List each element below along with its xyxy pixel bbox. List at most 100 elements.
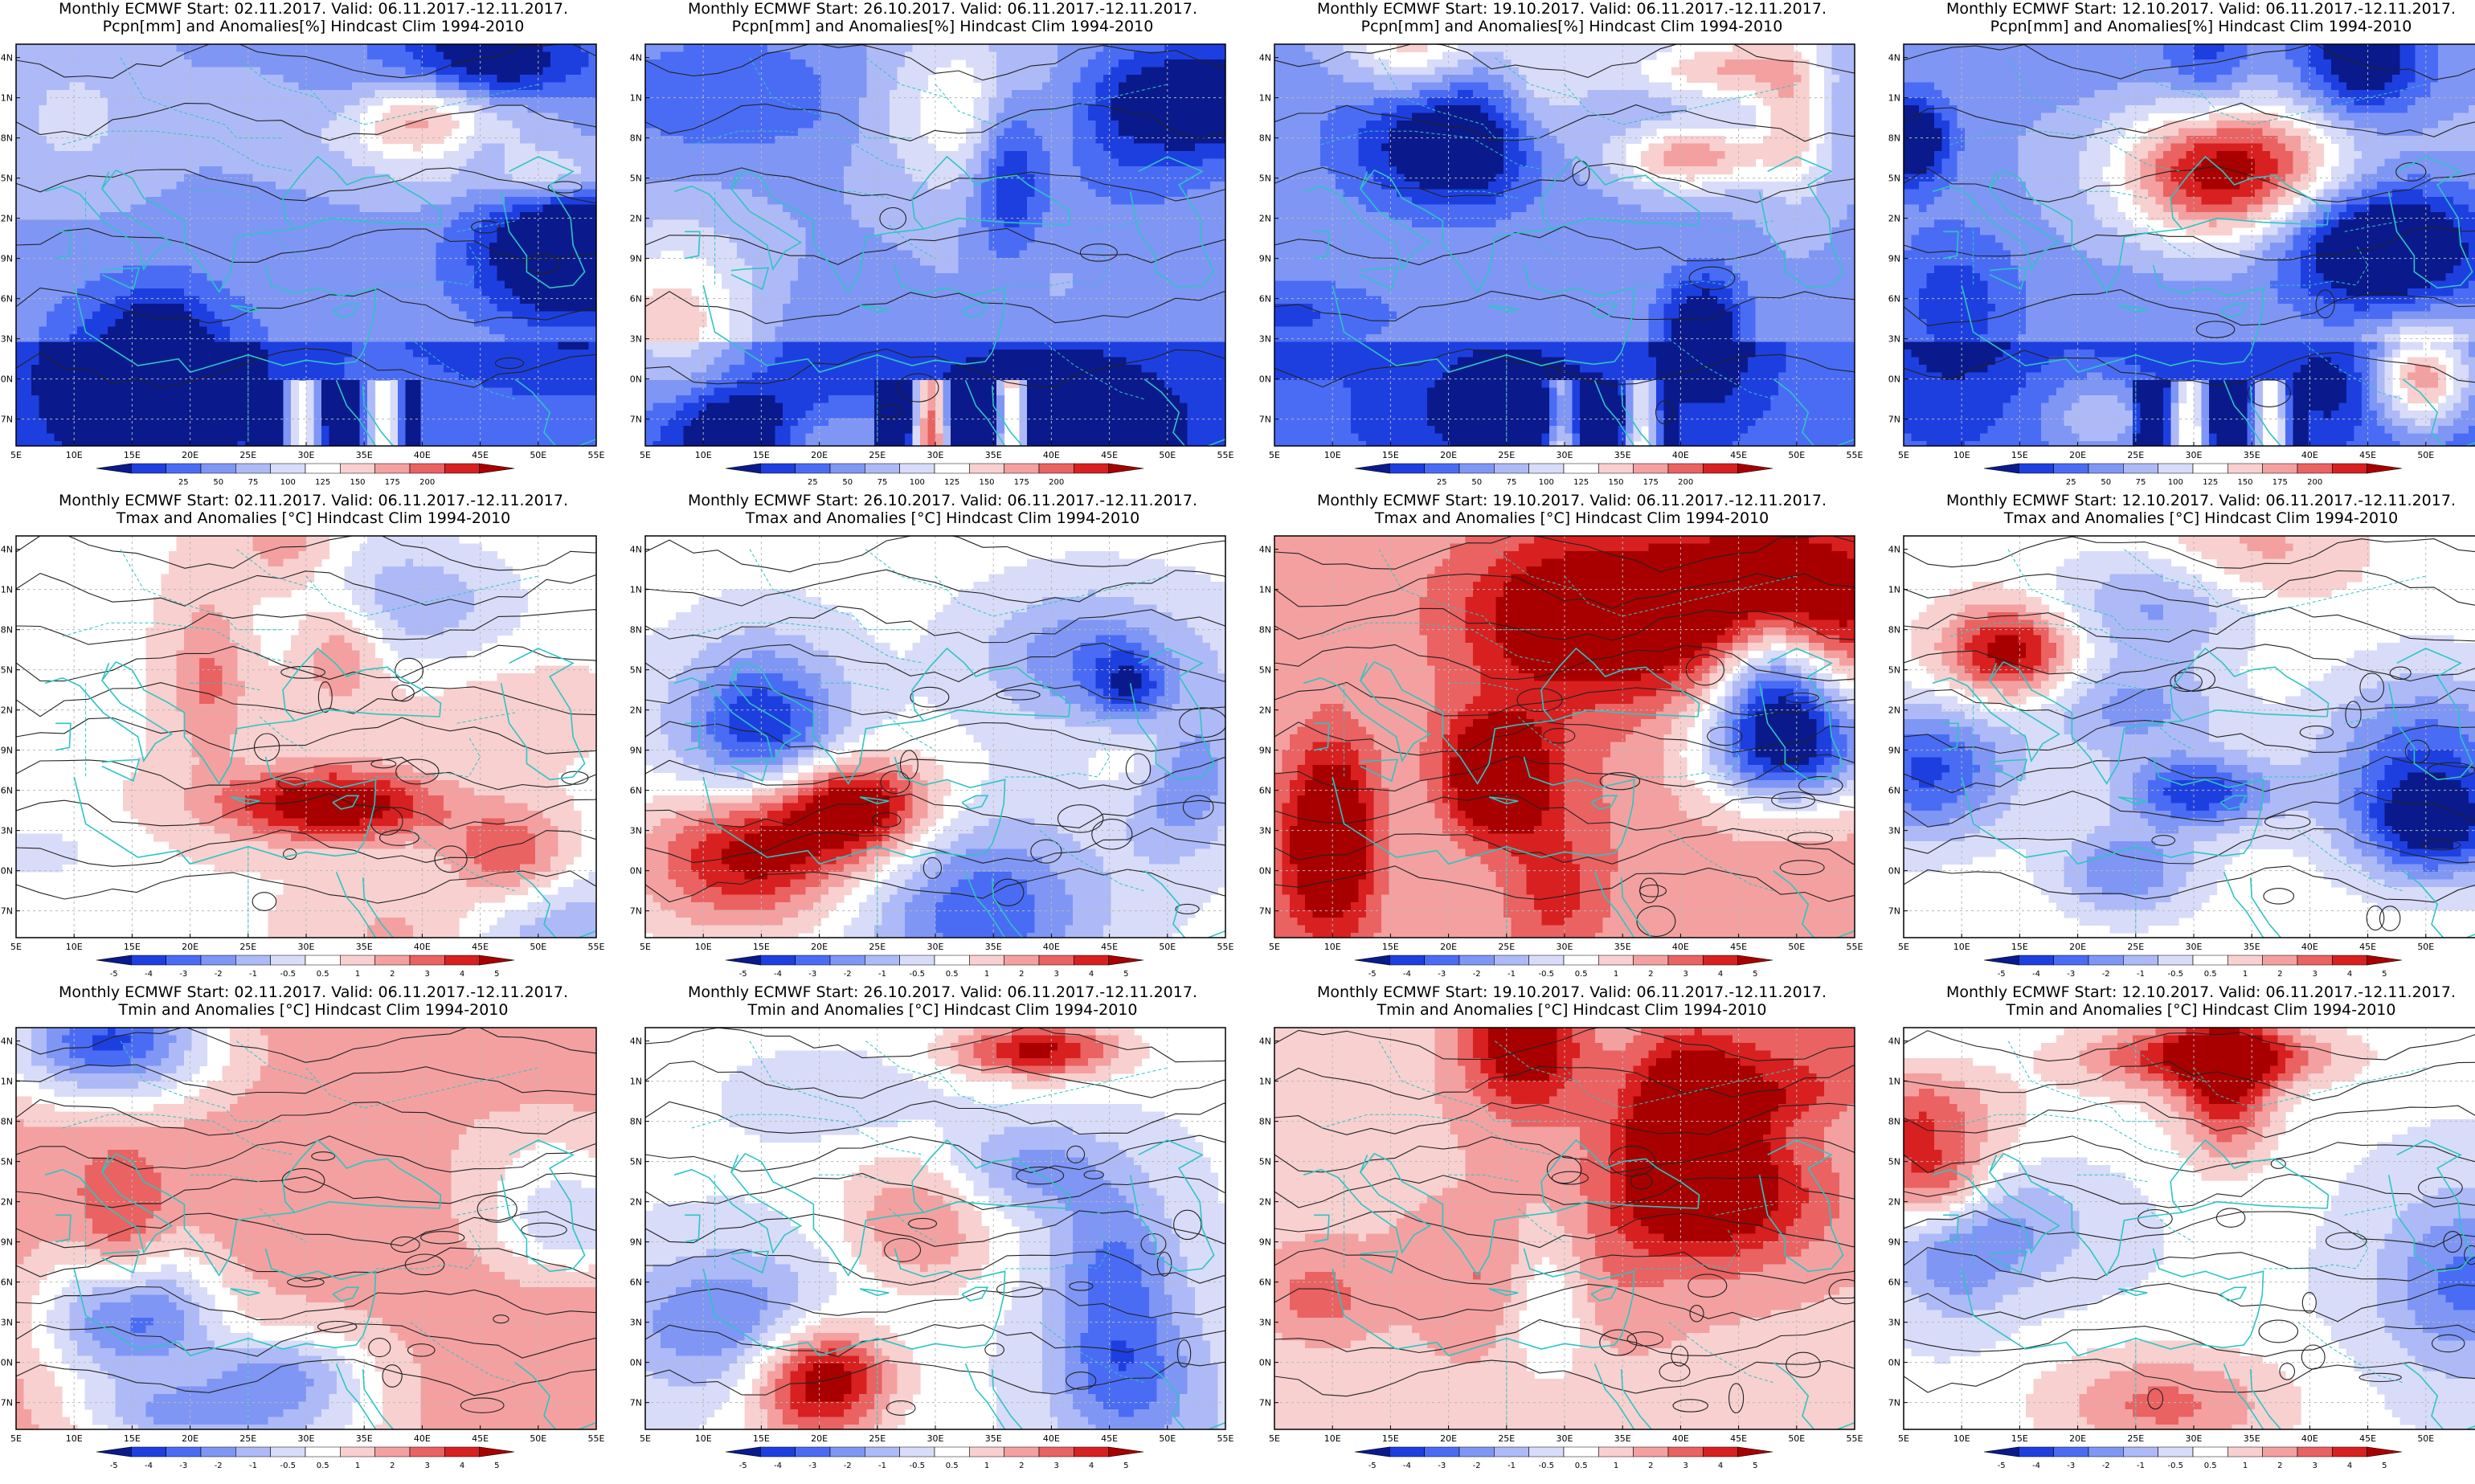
map-plot: 54N51N48N45N42N39N36N33N30N27N5E10E15E20… <box>1888 0 2475 462</box>
colorbar-swatch <box>131 464 166 473</box>
colorbar-swatch <box>1634 955 1668 965</box>
lon-tick-label: 35E <box>2244 450 2260 460</box>
colorbar-swatch <box>2367 1447 2402 1457</box>
lat-tick-label: 33N <box>1888 334 1900 345</box>
lon-tick-label: 25E <box>869 942 886 952</box>
lat-tick-label: 30N <box>1888 866 1900 877</box>
lon-tick-label: 5E <box>10 942 22 952</box>
colorbar-swatch <box>1109 955 1143 965</box>
map-plot: 54N51N48N45N42N39N36N33N30N27N5E10E15E20… <box>0 0 627 462</box>
lon-tick-label: 30E <box>2186 942 2203 952</box>
colorbar-swatch <box>2193 955 2228 965</box>
lat-tick-label: 36N <box>0 1278 13 1288</box>
lon-tick-label: 25E <box>2127 450 2144 460</box>
colorbar-label: 125 <box>315 478 330 487</box>
colorbar-label: -1 <box>1508 1462 1516 1470</box>
map-plot: 54N51N48N45N42N39N36N33N30N27N5E10E15E20… <box>1258 983 1885 1445</box>
lat-tick-label: 27N <box>629 1398 642 1408</box>
lat-tick-label: 48N <box>629 1117 642 1127</box>
lat-tick-label: 54N <box>1888 53 1900 63</box>
colorbar-label: 25 <box>1437 478 1447 487</box>
colorbar-swatch <box>1564 1447 1598 1457</box>
colorbar-label: 25 <box>808 478 818 487</box>
lon-tick-label: 40E <box>1043 450 1060 460</box>
colorbar-swatch <box>1459 464 1494 473</box>
colorbar-label: 150 <box>979 478 994 487</box>
lat-tick-label: 27N <box>1258 906 1271 917</box>
lat-tick-label: 48N <box>0 133 13 144</box>
lon-tick-label: 15E <box>124 450 141 460</box>
colorbar-swatch <box>166 955 201 965</box>
colorbar-label: 1 <box>355 1462 360 1470</box>
colorbar-label: 3 <box>2313 970 2318 979</box>
colorbar-label: 150 <box>1608 478 1623 487</box>
colorbar-swatch <box>2019 1447 2053 1457</box>
colorbar-swatch <box>760 464 795 473</box>
colorbar-swatch <box>1668 1447 1703 1457</box>
colorbar-label: -1 <box>878 1462 886 1470</box>
map-panel-tmin-12-10-2017: Monthly ECMWF Start: 12.10.2017. Valid: … <box>1888 983 2475 1475</box>
colorbar-swatch <box>969 955 1004 965</box>
lat-tick-label: 27N <box>1888 415 1900 425</box>
lat-tick-label: 33N <box>1258 826 1271 836</box>
lon-tick-label: 10E <box>695 942 712 952</box>
lat-tick-label: 30N <box>629 866 642 877</box>
map-panel-tmax-26-10-2017: Monthly ECMWF Start: 26.10.2017. Valid: … <box>629 492 1256 983</box>
colorbar-label: -1 <box>249 1462 257 1470</box>
colorbar-label: 5 <box>1123 1462 1128 1470</box>
lat-tick-label: 51N <box>1888 1077 1900 1087</box>
colorbar-swatch <box>2019 955 2053 965</box>
colorbar-label: -4 <box>1403 1462 1411 1470</box>
lat-tick-label: 42N <box>0 705 13 716</box>
colorbar-label: 50 <box>842 478 853 487</box>
colorbar-swatch <box>1598 955 1633 965</box>
map-plot: 54N51N48N45N42N39N36N33N30N27N5E10E15E20… <box>0 983 627 1445</box>
colorbar-swatch <box>410 1447 444 1457</box>
colorbar-swatch <box>760 955 795 965</box>
lon-tick-label: 55E <box>588 450 605 460</box>
colorbar-swatch <box>96 1447 131 1457</box>
colorbar-label: -4 <box>774 1462 782 1470</box>
lon-tick-label: 35E <box>356 942 373 952</box>
colorbar-label: 3 <box>425 970 430 979</box>
lon-tick-label: 25E <box>239 942 256 952</box>
lat-tick-label: 48N <box>1888 1117 1900 1127</box>
lat-tick-label: 33N <box>629 826 642 836</box>
lat-tick-label: 36N <box>1258 294 1271 305</box>
lat-tick-label: 51N <box>629 585 642 595</box>
colorbar-label: 4 <box>2347 970 2352 979</box>
map-plot: 54N51N48N45N42N39N36N33N30N27N5E10E15E20… <box>1888 492 2475 954</box>
lat-tick-label: 42N <box>629 214 642 224</box>
lon-tick-label: 20E <box>811 1433 828 1444</box>
colorbar-swatch <box>1598 1447 1633 1457</box>
lon-tick-label: 50E <box>1788 1433 1805 1444</box>
colorbar-swatch <box>830 955 865 965</box>
colorbar-swatch <box>1004 1447 1039 1457</box>
lat-tick-label: 48N <box>0 1117 13 1127</box>
lon-tick-label: 20E <box>811 450 828 460</box>
lat-tick-label: 36N <box>1888 1278 1900 1288</box>
colorbar-label: 5 <box>1753 970 1757 979</box>
map-panel-tmax-12-10-2017: Monthly ECMWF Start: 12.10.2017. Valid: … <box>1888 492 2475 983</box>
colorbar-swatch <box>969 464 1004 473</box>
colorbar-swatch <box>375 464 410 473</box>
lon-tick-label: 30E <box>1557 1433 1573 1444</box>
lat-tick-label: 45N <box>629 1157 642 1167</box>
lon-tick-label: 15E <box>2011 1433 2028 1444</box>
colorbar-swatch <box>796 955 830 965</box>
colorbar-label: -3 <box>179 970 187 979</box>
map-panel-pcpn-26-10-2017: Monthly ECMWF Start: 26.10.2017. Valid: … <box>629 0 1256 492</box>
colorbar-label: 1 <box>2243 1462 2248 1470</box>
colorbar-label: -2 <box>844 970 852 979</box>
map-panel-pcpn-12-10-2017: Monthly ECMWF Start: 12.10.2017. Valid: … <box>1888 0 2475 492</box>
lat-tick-label: 27N <box>629 415 642 425</box>
anomaly-shading <box>1904 1028 2475 1433</box>
colorbar-swatch <box>2228 1447 2262 1457</box>
map-plot: 54N51N48N45N42N39N36N33N30N27N5E10E15E20… <box>1888 983 2475 1445</box>
lat-tick-label: 48N <box>629 625 642 636</box>
lat-tick-label: 45N <box>0 174 13 184</box>
colorbar-swatch <box>2158 464 2193 473</box>
lat-tick-label: 30N <box>1888 374 1900 385</box>
lon-tick-label: 10E <box>1953 942 1970 952</box>
colorbar-swatch <box>2019 464 2053 473</box>
